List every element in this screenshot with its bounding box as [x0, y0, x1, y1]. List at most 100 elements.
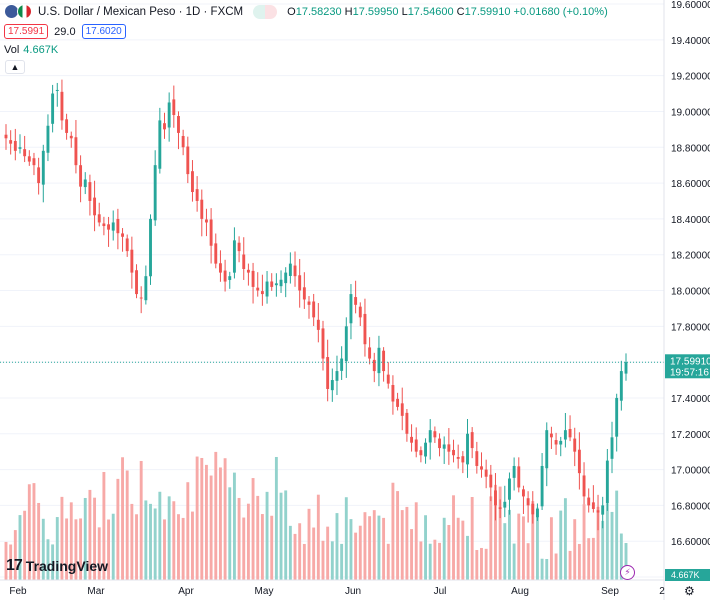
- candle-body: [298, 275, 302, 291]
- volume-bar: [251, 478, 255, 580]
- lightning-icon[interactable]: ⚡: [620, 565, 635, 580]
- volume-bar: [475, 549, 479, 580]
- volume-bar: [74, 519, 78, 580]
- volume-bar: [135, 514, 138, 580]
- volume-bar: [456, 517, 460, 580]
- candle-body: [107, 224, 111, 230]
- candle-body: [344, 326, 348, 362]
- volume-bar: [610, 511, 614, 580]
- volume-bar: [461, 520, 465, 580]
- volume-value: 4.667K: [23, 44, 59, 56]
- volume-bar: [596, 506, 600, 580]
- candle-body: [83, 179, 87, 188]
- candles: [4, 79, 628, 531]
- volume-bar: [517, 513, 521, 580]
- volume-bar: [27, 484, 31, 580]
- volume-bars: [4, 451, 628, 580]
- candle-body: [9, 140, 13, 144]
- y-tick-label: 17.40000: [671, 394, 710, 405]
- gear-icon[interactable]: ⚙: [684, 584, 695, 598]
- volume-bar: [130, 503, 134, 580]
- candle-body: [144, 276, 148, 301]
- buy-button[interactable]: 17.6020: [81, 24, 126, 39]
- candle-body: [167, 102, 171, 128]
- volume-bar: [433, 539, 437, 580]
- x-tick-label: Feb: [9, 586, 27, 597]
- candle-body: [223, 270, 227, 282]
- x-axis[interactable]: Feb Mar Apr May Jun Jul Aug Sep 2: [9, 586, 665, 597]
- candle-body: [200, 199, 204, 219]
- y-tick-label: 18.60000: [671, 179, 710, 190]
- candle-body: [274, 283, 278, 286]
- volume-bar: [121, 457, 124, 580]
- volume-bar: [93, 497, 97, 580]
- candle-body: [214, 243, 218, 264]
- volume-bar: [368, 516, 372, 580]
- candle-body: [4, 134, 8, 139]
- market-status-icon[interactable]: [253, 4, 278, 19]
- candle-body: [260, 291, 264, 295]
- volume-bar: [447, 524, 451, 580]
- volume-bar: [200, 457, 204, 580]
- volume-bar: [573, 519, 577, 580]
- volume-bar: [326, 526, 330, 580]
- candle-body: [503, 501, 507, 508]
- candle-body: [470, 432, 474, 449]
- candle-body: [400, 403, 404, 416]
- candle-body: [466, 433, 469, 465]
- symbol-title[interactable]: U.S. Dollar / Mexican Peso · 1D · FXCM: [38, 5, 244, 18]
- candle-body: [18, 147, 22, 149]
- candle-body: [447, 444, 451, 452]
- volume-bar: [480, 547, 483, 580]
- volume-bar: [372, 510, 376, 580]
- candle-body: [172, 99, 176, 116]
- candle-body: [121, 233, 124, 237]
- volume-bar: [563, 498, 567, 580]
- volume-bar: [293, 533, 297, 580]
- candle-body: [307, 301, 311, 305]
- candle-body: [191, 171, 194, 193]
- volume-bar: [591, 537, 595, 580]
- candle-body: [195, 189, 199, 201]
- candle-body: [587, 497, 591, 506]
- candle-body: [177, 116, 180, 133]
- volume-bar: [246, 503, 250, 580]
- volume-bar: [302, 543, 306, 580]
- volume-bar: [83, 497, 87, 580]
- volume-bar: [386, 543, 390, 580]
- volume-bar: [498, 486, 502, 580]
- volume-bar: [382, 517, 386, 580]
- candle-body: [302, 287, 306, 300]
- volume-bar: [344, 497, 348, 580]
- candle-body: [414, 439, 418, 452]
- candle-body: [69, 135, 73, 139]
- candle-body: [624, 362, 628, 374]
- volume-bar: [279, 492, 283, 580]
- volume-bar: [228, 487, 232, 580]
- chevron-up-icon[interactable]: ▲: [5, 60, 25, 74]
- candle-body: [251, 270, 255, 287]
- volume-bar: [424, 515, 427, 580]
- candle-body: [433, 431, 437, 438]
- candle-body: [335, 371, 339, 381]
- candle-body: [55, 89, 59, 91]
- volume-label: Vol: [4, 44, 20, 56]
- candle-body: [218, 263, 222, 273]
- candle-body: [438, 438, 441, 449]
- volume-bar: [214, 451, 218, 580]
- candle-body: [428, 430, 432, 443]
- y-tick-label: 19.60000: [671, 0, 710, 11]
- candle-body: [358, 306, 362, 318]
- volume-bar: [330, 541, 334, 580]
- volume-bar: [60, 496, 64, 580]
- ohlc-values: O17.58230 H17.59950 L17.54600 C17.59910 …: [287, 5, 608, 18]
- volume-bar: [51, 544, 55, 580]
- volume-bar: [265, 491, 269, 580]
- volume-bar: [354, 532, 358, 580]
- candle-body: [111, 222, 115, 231]
- sell-button[interactable]: 17.5991: [4, 24, 49, 39]
- candle-body: [97, 214, 101, 223]
- volume-bar: [489, 496, 493, 580]
- volume-bar: [438, 542, 441, 580]
